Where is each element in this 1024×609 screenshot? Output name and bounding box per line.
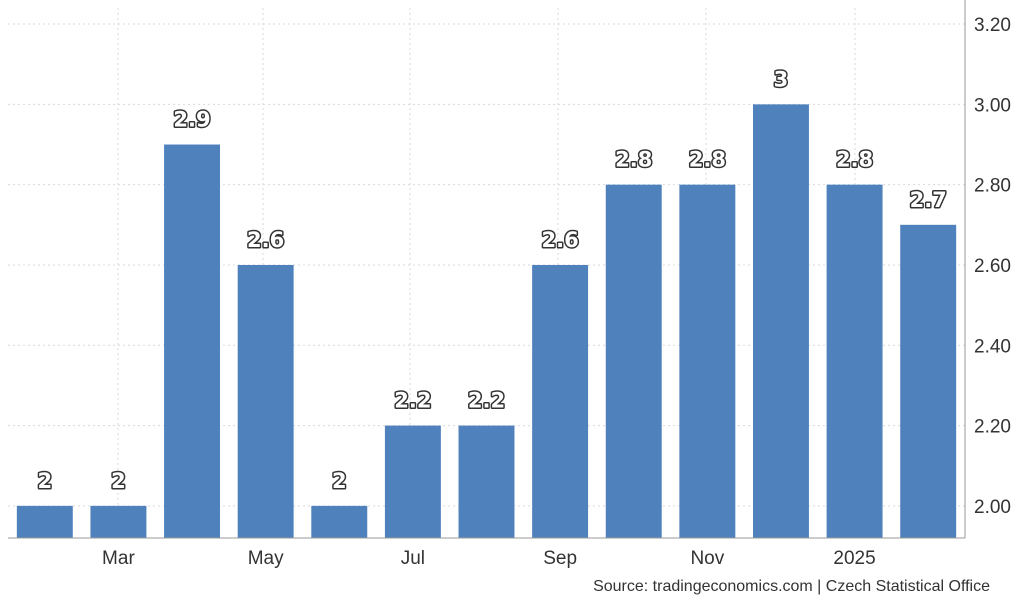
- bar: [532, 264, 589, 538]
- bar: [16, 505, 73, 538]
- data-label: 2.9: [173, 108, 210, 132]
- bar: [900, 224, 957, 538]
- y-tick-label: 2.00: [974, 497, 1011, 518]
- x-tick-label: Mar: [102, 548, 135, 569]
- x-tick-label: May: [248, 548, 284, 569]
- data-label: 2.6: [542, 228, 579, 252]
- data-label: 2.8: [615, 148, 652, 172]
- source-text: Source: tradingeconomics.com | Czech Sta…: [593, 578, 990, 595]
- data-label: 2: [111, 469, 126, 493]
- bar: [679, 184, 736, 538]
- bar: [311, 505, 368, 538]
- x-tick-label: Nov: [690, 548, 724, 569]
- y-tick-label: 3.20: [974, 15, 1011, 36]
- x-tick-label: Sep: [543, 548, 577, 569]
- data-labels: 2 2 2.9 2.6 2 2.2 2.2 2.6 2.8 2.8 3 2.8 2.7: [36, 66, 948, 495]
- bar: [826, 184, 883, 538]
- data-label: 2.2: [394, 389, 431, 413]
- x-tick-label: Jul: [401, 548, 425, 569]
- bar: [164, 144, 221, 539]
- y-tick-label: 2.60: [974, 256, 1011, 277]
- data-label: 2.2: [468, 389, 505, 413]
- y-tick-label: 2.80: [974, 176, 1011, 197]
- data-label: 2.8: [689, 148, 726, 172]
- data-label: 2.8: [836, 148, 873, 172]
- y-tick-label: 2.40: [974, 336, 1011, 357]
- y-tick-label: 3.00: [974, 95, 1011, 116]
- x-tick-labels: Mar May Jul Sep Nov 2025: [102, 548, 876, 569]
- y-tick-labels: 2.00 2.20 2.40 2.60 2.80 3.00 3.20: [974, 15, 1011, 518]
- bar: [458, 425, 515, 538]
- data-label: 2: [332, 469, 347, 493]
- bar: [237, 264, 294, 538]
- bars: [16, 104, 957, 539]
- x-tick-label: 2025: [833, 548, 875, 569]
- data-label: 2.7: [910, 188, 947, 212]
- data-label: 2.6: [247, 228, 284, 252]
- bar: [752, 104, 809, 538]
- data-label: 3: [774, 67, 789, 91]
- bar: [384, 425, 441, 538]
- bar: [90, 505, 147, 538]
- y-tick-label: 2.20: [974, 417, 1011, 438]
- data-label: 2: [37, 469, 52, 493]
- bar: [605, 184, 662, 538]
